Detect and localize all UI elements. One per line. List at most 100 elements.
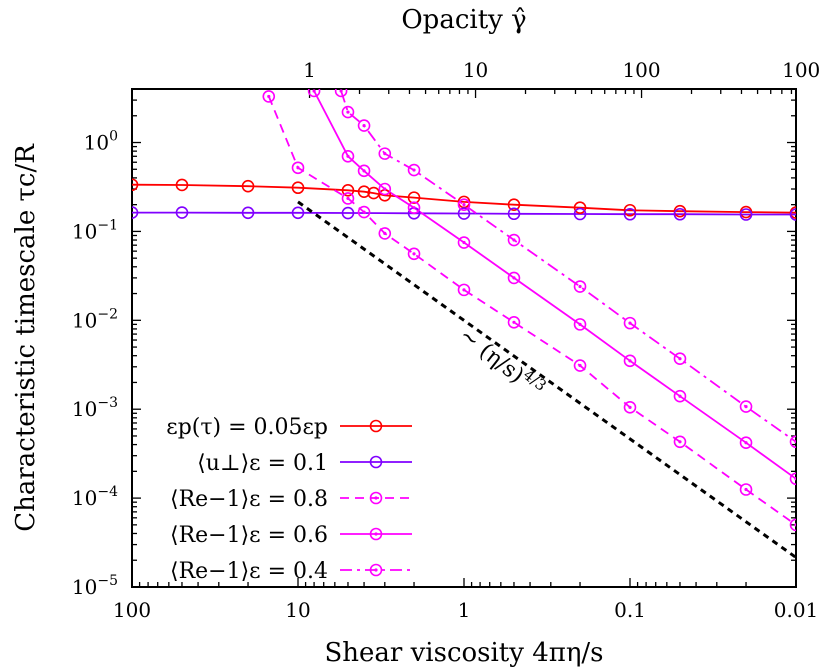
- data-point-marker: [573, 207, 587, 221]
- data-point-marker: [623, 354, 637, 368]
- data-point-marker-center: [578, 284, 582, 289]
- data-point-marker: [673, 435, 687, 449]
- series-line: [340, 90, 796, 443]
- data-point-marker-center: [678, 394, 682, 398]
- data-point-marker: [573, 359, 587, 372]
- y-tick-base: 10: [72, 575, 97, 599]
- data-point-marker: [623, 401, 637, 414]
- data-point-marker: [507, 271, 521, 285]
- data-point-marker-center: [794, 440, 796, 444]
- data-point-marker-center: [362, 210, 366, 214]
- data-point-marker-center: [794, 523, 796, 527]
- data-point-marker: [241, 179, 255, 193]
- data-point-marker: [623, 203, 637, 217]
- data-point-marker: [369, 419, 383, 433]
- data-point-marker-center: [512, 276, 516, 280]
- data-point-marker-center: [462, 288, 466, 292]
- data-point-marker: [132, 178, 139, 192]
- data-point-marker: [378, 182, 392, 196]
- data-point-marker-center: [267, 94, 271, 99]
- data-point-marker-center: [628, 405, 632, 409]
- data-point-marker: [457, 236, 471, 249]
- data-point-marker: [307, 89, 321, 98]
- data-point-marker: [341, 192, 355, 205]
- data-point-marker-center: [383, 231, 387, 235]
- data-point-marker: [357, 119, 371, 132]
- data-point-marker: [241, 206, 255, 220]
- y-tick-base: 10: [72, 308, 97, 332]
- data-point-marker: [369, 527, 383, 541]
- x2-tick-label: 10: [463, 58, 488, 82]
- data-point-marker-center: [383, 187, 387, 191]
- data-point-marker: [341, 105, 355, 119]
- legend-label: ⟨Re−1⟩ε = 0.6: [170, 523, 328, 548]
- x-tick-label: 100: [113, 598, 151, 622]
- data-point-marker: [573, 280, 587, 293]
- data-point-marker: [262, 90, 276, 103]
- data-point-marker-center: [678, 440, 682, 444]
- y-tick-label: 10−4: [72, 484, 118, 510]
- y-tick-exponent: 0: [109, 129, 118, 145]
- data-point-marker-center: [383, 152, 387, 156]
- data-point-marker: [457, 198, 471, 211]
- legend-label: ⟨Re−1⟩ε = 0.4: [170, 559, 328, 584]
- data-point-marker: [457, 283, 471, 297]
- data-point-marker-center: [346, 196, 350, 201]
- y-tick-exponent: −4: [97, 484, 118, 500]
- data-point-marker-center: [346, 110, 350, 114]
- reference-line-label: ∼ (η/s)4/3: [454, 320, 550, 404]
- data-point-marker: [573, 201, 587, 214]
- data-point-marker-center: [578, 322, 582, 326]
- data-point-marker: [573, 318, 587, 331]
- x-tick-label: 0.1: [614, 598, 646, 622]
- data-point-marker: [378, 147, 392, 160]
- data-point-marker: [457, 207, 471, 220]
- data-point-marker-center: [512, 320, 516, 324]
- data-point-marker-center: [628, 321, 632, 325]
- data-point-marker: [739, 400, 753, 413]
- data-point-marker-center: [678, 357, 682, 361]
- x-tick-label: 10: [285, 598, 310, 622]
- data-point-marker: [175, 178, 189, 192]
- series-line: [313, 90, 796, 480]
- data-point-marker-center: [374, 496, 378, 500]
- data-point-marker-center: [794, 477, 796, 481]
- data-point-marker: [673, 204, 687, 218]
- legend: εp(τ) = 0.05εp ⟨u⊥⟩ε = 0.1 ⟨Re−1⟩ε = 0.8 ⟨R…: [166, 415, 412, 584]
- data-point-marker: [407, 247, 421, 261]
- data-point-marker-center: [412, 168, 416, 172]
- data-point-marker: [334, 89, 348, 98]
- x2-axis-title: Opacity γ̂: [401, 5, 526, 35]
- data-point-marker: [357, 164, 371, 178]
- y-tick-label: 10−3: [72, 395, 118, 421]
- data-point-marker: [291, 181, 305, 195]
- data-point-marker: [357, 205, 371, 219]
- data-point-marker: [789, 208, 796, 221]
- data-point-marker-center: [374, 532, 378, 536]
- data-point-marker: [673, 352, 687, 365]
- series-line: [132, 211, 796, 216]
- reference-label-base: ∼ (η/s): [454, 323, 528, 389]
- data-point-marker: [623, 316, 637, 330]
- data-point-marker: [378, 227, 392, 240]
- data-point-marker-center: [628, 359, 632, 363]
- data-point-marker: [739, 436, 753, 449]
- legend-label: εp(τ) = 0.05εp: [166, 415, 328, 440]
- x-tick-label: 0.01: [774, 598, 819, 622]
- reference-line-group: ∼ (η/s)4/3: [297, 200, 797, 559]
- y-tick-label: 10−5: [72, 573, 118, 599]
- data-point-marker-center: [462, 240, 466, 245]
- data-point-marker-center: [362, 169, 366, 173]
- data-point-marker-center: [296, 166, 300, 170]
- y-tick-exponent: −2: [97, 306, 118, 322]
- data-point-marker: [789, 518, 796, 532]
- data-point-marker-center: [362, 124, 366, 128]
- data-point-marker: [357, 185, 371, 198]
- data-point-marker-center: [578, 363, 582, 368]
- data-point-marker: [407, 201, 421, 214]
- data-point-marker: [369, 491, 383, 505]
- data-point-marker: [673, 207, 687, 221]
- data-point-marker-center: [339, 89, 343, 93]
- data-point-marker: [175, 206, 189, 219]
